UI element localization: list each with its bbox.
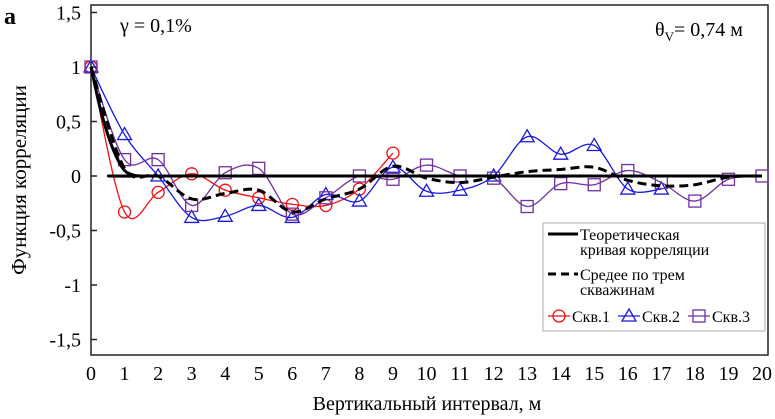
series-line — [90, 66, 662, 222]
legend-label: кривая корреляции — [580, 242, 710, 259]
data-point — [351, 192, 368, 207]
series-Теоретическая-кривая-корреляции — [89, 66, 762, 178]
data-point — [386, 172, 400, 186]
data-point — [117, 205, 132, 219]
data-point — [285, 207, 299, 221]
x-tick-label: 20 — [752, 363, 772, 385]
x-tick-label: 11 — [450, 363, 469, 385]
x-tick-label: 5 — [254, 363, 264, 385]
data-point — [218, 166, 232, 180]
legend-label: скважинам — [580, 282, 655, 299]
x-axis-label: Вертикальный интервал, м — [313, 393, 542, 415]
x-tick-label: 6 — [287, 363, 297, 385]
data-point — [688, 194, 702, 208]
legend-marker — [620, 307, 638, 322]
y-axis-label: Функция корреляции — [7, 85, 31, 275]
data-point — [587, 178, 601, 192]
legend-label: Скв.3 — [712, 309, 750, 326]
panel-label: а — [4, 4, 16, 30]
data-point — [619, 180, 636, 195]
legend-label: Скв.1 — [572, 309, 610, 326]
y-tick-label: -1,5 — [49, 330, 81, 352]
theta-annotation: θV= 0,74 м — [655, 19, 743, 44]
x-tick-label: 13 — [517, 363, 537, 385]
x-tick-label: 0 — [86, 363, 96, 385]
x-tick-label: 1 — [120, 363, 130, 385]
data-point — [284, 209, 301, 224]
data-point — [116, 126, 133, 141]
data-point — [217, 208, 234, 222]
x-tick-label: 2 — [153, 363, 163, 385]
y-tick-label: 0,5 — [56, 112, 81, 134]
legend-label: Скв.2 — [642, 309, 680, 326]
x-tick-label: 18 — [685, 363, 705, 385]
data-point — [151, 185, 165, 200]
x-tick-label: 3 — [187, 363, 197, 385]
series-line — [90, 66, 394, 220]
y-tick-label: 1 — [71, 57, 81, 79]
data-point — [218, 183, 232, 197]
x-tick-label: 7 — [321, 363, 331, 385]
x-tick-label: 12 — [484, 363, 504, 385]
legend-label: Средее по трем — [580, 267, 685, 284]
series-line — [89, 66, 763, 214]
data-point — [184, 167, 199, 181]
x-tick-label: 14 — [551, 363, 571, 385]
legend-box — [542, 222, 766, 332]
data-point — [519, 128, 536, 143]
data-point — [554, 176, 568, 191]
data-point — [252, 191, 266, 205]
y-tick-label: 0 — [71, 166, 81, 188]
data-point — [183, 209, 200, 224]
x-tick-label: 10 — [417, 363, 437, 385]
data-point — [418, 182, 435, 197]
data-point — [520, 199, 534, 214]
y-tick-label: -1 — [64, 275, 81, 297]
data-point — [586, 137, 603, 152]
data-point — [151, 152, 165, 167]
y-tick-label: 1,5 — [56, 3, 81, 25]
gamma-annotation: γ = 0,1% — [119, 15, 192, 37]
series-line — [89, 66, 762, 178]
x-tick-label: 8 — [354, 363, 364, 385]
data-point — [552, 145, 569, 160]
data-point — [451, 181, 469, 196]
legend-marker — [552, 309, 566, 323]
legend-label: Теоретическая — [580, 227, 680, 244]
data-point — [419, 158, 434, 172]
x-tick-label: 9 — [388, 363, 398, 385]
legend-marker — [692, 309, 706, 323]
series-Скв-2 — [82, 58, 670, 224]
series-line — [90, 66, 763, 216]
y-tick-label: -0,5 — [49, 221, 81, 243]
x-tick-label: 19 — [718, 363, 738, 385]
x-tick-label: 17 — [651, 363, 671, 385]
x-tick-label: 16 — [618, 363, 638, 385]
data-point — [252, 161, 266, 176]
x-tick-label: 15 — [584, 363, 604, 385]
series-Среднее-по-трем-скважинам — [89, 66, 763, 214]
data-point — [250, 197, 267, 212]
x-tick-label: 4 — [220, 363, 230, 385]
